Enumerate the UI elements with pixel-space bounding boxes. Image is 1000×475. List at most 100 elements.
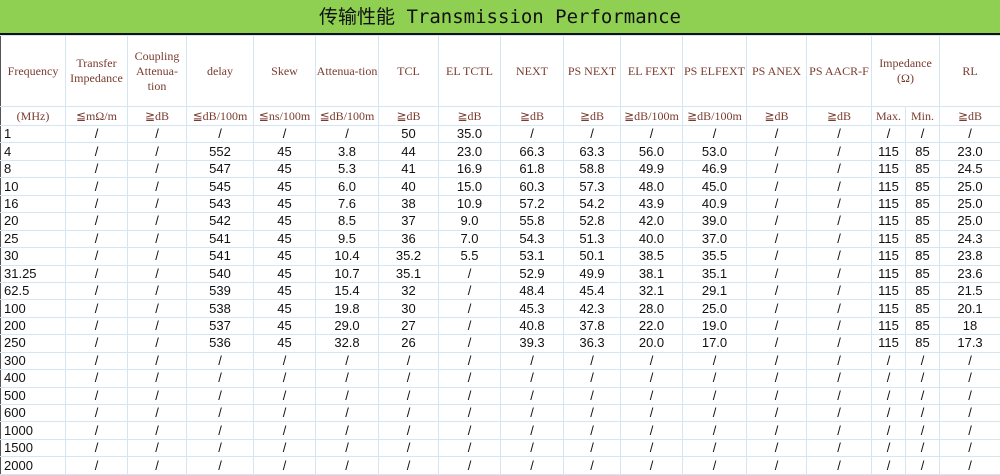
frequency-cell: 1 xyxy=(0,124,66,144)
value-cell: 30 xyxy=(378,299,439,318)
value-cell: / xyxy=(186,403,254,423)
value-cell: / xyxy=(806,316,872,336)
value-cell: 85 xyxy=(904,264,941,283)
column-header: PS AACR-F xyxy=(806,35,872,107)
frequency-cell: 31.25 xyxy=(0,264,66,283)
table-row: 1000// / / / / / / / / / / / / / / xyxy=(0,421,1000,440)
value-cell: / xyxy=(746,386,807,406)
value-cell: 45 xyxy=(253,229,316,249)
value-cell: 25.0 xyxy=(682,299,747,318)
value-cell: 23.8 xyxy=(939,247,1000,266)
value-cell: / xyxy=(939,386,1000,406)
frequency-cell: 400 xyxy=(0,369,66,388)
value-cell: / xyxy=(746,334,807,353)
value-cell: / xyxy=(253,403,316,423)
frequency-cell: 1500 xyxy=(0,438,66,458)
value-cell: 85 xyxy=(904,299,941,318)
value-cell: / xyxy=(65,159,128,179)
value-cell: / xyxy=(127,247,187,266)
value-cell: / xyxy=(378,421,439,440)
value-cell: / xyxy=(682,403,747,423)
column-unit: ≦ns/100m xyxy=(253,106,316,126)
column-unit: ≦dB/100m xyxy=(186,106,254,126)
value-cell: / xyxy=(746,456,807,475)
value-cell: / xyxy=(438,369,501,388)
value-cell: / xyxy=(620,386,683,406)
value-cell: 26 xyxy=(378,334,439,353)
value-cell: / xyxy=(127,159,187,179)
column-header: PS NEXT xyxy=(563,35,621,107)
frequency-cell: 250 xyxy=(0,334,66,353)
value-cell: / xyxy=(806,194,872,214)
value-cell: / xyxy=(939,369,1000,388)
value-cell: / xyxy=(65,421,128,440)
value-cell: 35.1 xyxy=(378,264,439,283)
column-header: Transfer Impedance xyxy=(65,35,128,107)
value-cell: 38.1 xyxy=(620,264,683,283)
value-cell: 44 xyxy=(378,142,439,161)
value-cell: / xyxy=(253,369,316,388)
header-row: Frequency Transfer Impedance Coupling Atte… xyxy=(0,35,1000,107)
value-cell: 45 xyxy=(253,194,316,214)
value-cell: / xyxy=(438,403,501,423)
value-cell: / xyxy=(65,124,128,144)
value-cell: 22.0 xyxy=(620,316,683,336)
value-cell: / xyxy=(253,438,316,458)
table-row: 30//541 45 10.4 35.2 5.5 53.1 50.1 38.5 35.5//11… xyxy=(0,247,1000,266)
value-cell: 547 xyxy=(186,159,254,179)
value-cell: / xyxy=(563,403,621,423)
frequency-cell: 100 xyxy=(0,299,66,318)
value-cell: 539 xyxy=(186,281,254,301)
frequency-cell: 300 xyxy=(0,351,66,371)
value-cell: / xyxy=(65,247,128,266)
value-cell: 57.3 xyxy=(563,177,621,196)
value-cell: / xyxy=(500,456,564,475)
value-cell: 53.0 xyxy=(682,142,747,161)
value-cell: 42.3 xyxy=(563,299,621,318)
value-cell: / xyxy=(127,403,187,423)
column-unit: Max. xyxy=(871,106,906,126)
value-cell: / xyxy=(563,421,621,440)
value-cell: / xyxy=(127,438,187,458)
value-cell: / xyxy=(65,351,128,371)
column-unit: ≧dB xyxy=(378,106,439,126)
value-cell: / xyxy=(806,421,872,440)
value-cell: / xyxy=(127,281,187,301)
value-cell: 45 xyxy=(253,299,316,318)
value-cell: 52.8 xyxy=(563,212,621,231)
table-row: 4//552 45 3.8 44 23.0 66.3 63.3 56.0 53.0//115 85… xyxy=(0,142,1000,161)
column-header: Impedance (Ω) xyxy=(870,35,941,107)
table-row: 8//547 45 5.3 41 16.9 61.8 58.8 49.9 46.9//115 85… xyxy=(0,159,1000,179)
value-cell: / xyxy=(904,403,941,423)
column-header: delay xyxy=(186,35,254,107)
value-cell: 37.0 xyxy=(682,229,747,249)
value-cell: / xyxy=(127,421,187,440)
column-unit: ≦mΩ/m xyxy=(65,106,128,126)
value-cell: 45.0 xyxy=(682,177,747,196)
value-cell: 36 xyxy=(378,229,439,249)
value-cell: 15.0 xyxy=(438,177,501,196)
value-cell: / xyxy=(65,369,128,388)
value-cell: / xyxy=(127,351,187,371)
value-cell: / xyxy=(253,351,316,371)
value-cell: / xyxy=(563,351,621,371)
value-cell: 25.0 xyxy=(939,194,1000,214)
value-cell: / xyxy=(746,247,807,266)
value-cell: 45 xyxy=(253,247,316,266)
table-row: 62.5//539 45 15.4 32/48.4 45.4 32.1 29.1//115 8… xyxy=(0,281,1000,301)
value-cell: 50 xyxy=(378,124,439,144)
value-cell: / xyxy=(904,124,941,144)
value-cell: / xyxy=(563,456,621,475)
value-cell: 63.3 xyxy=(563,142,621,161)
value-cell: / xyxy=(500,421,564,440)
column-unit: Min. xyxy=(904,106,941,126)
value-cell: 10.4 xyxy=(315,247,379,266)
value-cell: / xyxy=(682,386,747,406)
value-cell: / xyxy=(127,142,187,161)
value-cell: 15.4 xyxy=(315,281,379,301)
value-cell: 61.8 xyxy=(500,159,564,179)
value-cell: 115 xyxy=(871,177,906,196)
column-header: RL xyxy=(939,35,1000,107)
value-cell: / xyxy=(806,142,872,161)
value-cell: / xyxy=(438,299,501,318)
